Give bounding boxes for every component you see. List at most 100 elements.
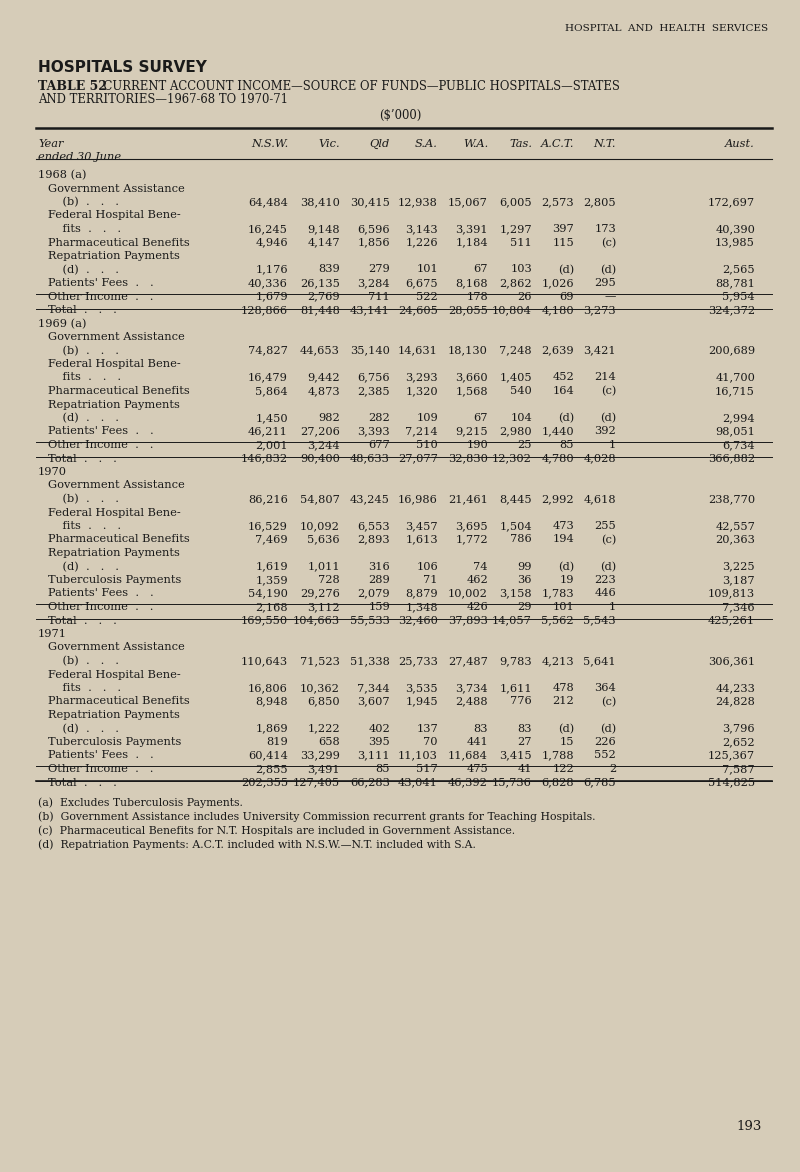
Text: A.C.T.: A.C.T.: [541, 139, 574, 149]
Text: 238,770: 238,770: [708, 495, 755, 504]
Text: 66,283: 66,283: [350, 777, 390, 788]
Text: Patients' Fees  .   .: Patients' Fees . .: [48, 750, 154, 761]
Text: 99: 99: [518, 561, 532, 572]
Text: 11,103: 11,103: [398, 750, 438, 761]
Text: 60,414: 60,414: [248, 750, 288, 761]
Text: 43,141: 43,141: [350, 305, 390, 315]
Text: 3,796: 3,796: [722, 723, 755, 734]
Text: 172,697: 172,697: [708, 197, 755, 207]
Text: 101: 101: [552, 602, 574, 612]
Text: 14,631: 14,631: [398, 346, 438, 355]
Text: 441: 441: [466, 737, 488, 747]
Text: AND TERRITORIES—1967-68 TO 1970-71: AND TERRITORIES—1967-68 TO 1970-71: [38, 93, 288, 105]
Text: 71: 71: [423, 575, 438, 585]
Text: 522: 522: [416, 292, 438, 301]
Text: 40,390: 40,390: [715, 224, 755, 234]
Text: 3,393: 3,393: [358, 427, 390, 436]
Text: S.A.: S.A.: [415, 139, 438, 149]
Text: 115: 115: [552, 238, 574, 247]
Text: 122: 122: [552, 764, 574, 774]
Text: Federal Hospital Bene-: Federal Hospital Bene-: [48, 507, 181, 518]
Text: 55,533: 55,533: [350, 615, 390, 626]
Text: 6,828: 6,828: [542, 777, 574, 788]
Text: 2,805: 2,805: [583, 197, 616, 207]
Text: 1968 (a): 1968 (a): [38, 170, 86, 180]
Text: 478: 478: [552, 683, 574, 693]
Text: 15,067: 15,067: [448, 197, 488, 207]
Text: 7,469: 7,469: [255, 534, 288, 545]
Text: 194: 194: [552, 534, 574, 545]
Text: (c): (c): [601, 696, 616, 707]
Text: 6,756: 6,756: [358, 373, 390, 382]
Text: 2,652: 2,652: [722, 737, 755, 747]
Text: 48,633: 48,633: [350, 454, 390, 463]
Text: 21,461: 21,461: [448, 495, 488, 504]
Text: 29,276: 29,276: [300, 588, 340, 599]
Text: 81,448: 81,448: [300, 305, 340, 315]
Text: 27: 27: [518, 737, 532, 747]
Text: 33,299: 33,299: [300, 750, 340, 761]
Text: 44,653: 44,653: [300, 346, 340, 355]
Text: 86,216: 86,216: [248, 495, 288, 504]
Text: Qld: Qld: [370, 139, 390, 149]
Text: Other Income  .   .: Other Income . .: [48, 292, 154, 301]
Text: 306,361: 306,361: [708, 656, 755, 666]
Text: 658: 658: [318, 737, 340, 747]
Text: 1,945: 1,945: [406, 696, 438, 707]
Text: 8,168: 8,168: [455, 278, 488, 288]
Text: 316: 316: [368, 561, 390, 572]
Text: 64,484: 64,484: [248, 197, 288, 207]
Text: 19: 19: [559, 575, 574, 585]
Text: 7,214: 7,214: [406, 427, 438, 436]
Text: 3,491: 3,491: [307, 764, 340, 774]
Text: 67: 67: [474, 413, 488, 423]
Text: Patients' Fees  .   .: Patients' Fees . .: [48, 427, 154, 436]
Text: 88,781: 88,781: [715, 278, 755, 288]
Text: (a)  Excludes Tuberculosis Payments.: (a) Excludes Tuberculosis Payments.: [38, 798, 243, 809]
Text: 6,005: 6,005: [499, 197, 532, 207]
Text: Total  .   .   .: Total . . .: [48, 454, 117, 463]
Text: 4,213: 4,213: [542, 656, 574, 666]
Text: 173: 173: [594, 224, 616, 234]
Text: 2,385: 2,385: [358, 386, 390, 396]
Text: N.T.: N.T.: [594, 139, 616, 149]
Text: 3,695: 3,695: [455, 522, 488, 531]
Text: 2,168: 2,168: [255, 602, 288, 612]
Text: 473: 473: [552, 522, 574, 531]
Text: 40,336: 40,336: [248, 278, 288, 288]
Text: 35,140: 35,140: [350, 346, 390, 355]
Text: 5,636: 5,636: [307, 534, 340, 545]
Text: 3,293: 3,293: [406, 373, 438, 382]
Text: Vic.: Vic.: [318, 139, 340, 149]
Text: (d)  .   .   .: (d) . . .: [48, 265, 119, 274]
Text: 677: 677: [368, 440, 390, 450]
Text: 295: 295: [594, 278, 616, 288]
Text: 3,284: 3,284: [358, 278, 390, 288]
Text: 83: 83: [518, 723, 532, 734]
Text: 3,660: 3,660: [455, 373, 488, 382]
Text: 14,057: 14,057: [492, 615, 532, 626]
Text: 4,180: 4,180: [542, 305, 574, 315]
Text: 402: 402: [368, 723, 390, 734]
Text: 38,410: 38,410: [300, 197, 340, 207]
Text: 514,825: 514,825: [708, 777, 755, 788]
Text: 510: 510: [416, 440, 438, 450]
Text: 1,176: 1,176: [255, 265, 288, 274]
Text: Other Income  .   .: Other Income . .: [48, 764, 154, 774]
Text: 397: 397: [552, 224, 574, 234]
Text: 6,596: 6,596: [358, 224, 390, 234]
Text: 7,587: 7,587: [722, 764, 755, 774]
Text: 101: 101: [416, 265, 438, 274]
Text: Total  .   .   .: Total . . .: [48, 305, 117, 315]
Text: 1,222: 1,222: [307, 723, 340, 734]
Text: 12,302: 12,302: [492, 454, 532, 463]
Text: HOSPITAL  AND  HEALTH  SERVICES: HOSPITAL AND HEALTH SERVICES: [565, 23, 768, 33]
Text: 67: 67: [474, 265, 488, 274]
Text: ($’000): ($’000): [379, 109, 421, 122]
Text: 104: 104: [510, 413, 532, 423]
Text: (d)  Repatriation Payments: A.C.T. included with N.S.W.—N.T. included with S.A.: (d) Repatriation Payments: A.C.T. includ…: [38, 839, 476, 850]
Text: (d)  .   .   .: (d) . . .: [48, 413, 119, 423]
Text: 255: 255: [594, 522, 616, 531]
Text: 1971: 1971: [38, 629, 67, 639]
Text: 6,553: 6,553: [358, 522, 390, 531]
